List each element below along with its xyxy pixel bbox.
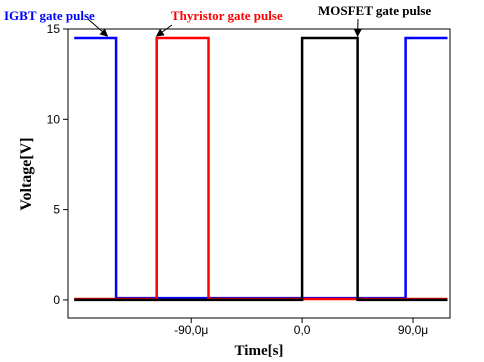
series-line-igbt-gate-pulse (74, 36, 448, 300)
series-line-thyristor-gate-pulse (74, 36, 448, 301)
annotation-igbt-gate-pulse: IGBT gate pulse (4, 8, 95, 23)
y-tick-label: 0 (53, 293, 60, 307)
y-axis-label: Voltage[V] (18, 137, 35, 210)
x-tick-label: -90,0μ (174, 323, 208, 337)
series-line-mosfet-gate-pulse (74, 36, 448, 302)
annotation-arrow (155, 24, 173, 37)
y-tick-label: 5 (53, 203, 60, 217)
series-layer (74, 36, 448, 302)
y-tick-label: 10 (47, 112, 61, 126)
y-axis: 0 5 10 15 (47, 22, 68, 307)
annotations: IGBT gate pulse Thyristor gate pulse MOSFE… (4, 3, 431, 38)
annotation-thyristor-gate-pulse: Thyristor gate pulse (171, 8, 283, 23)
plot-frame (67, 28, 451, 319)
x-axis-label: Time[s] (235, 343, 284, 359)
y-tick-label: 15 (47, 22, 61, 36)
x-tick-label: 0,0 (294, 323, 311, 337)
annotation-arrow (87, 18, 109, 37)
annotation-mosfet-gate-pulse: MOSFET gate pulse (318, 3, 431, 18)
x-axis: -90,0μ 0,0 90,0μ (174, 318, 428, 337)
x-tick-label: 90,0μ (398, 323, 428, 337)
